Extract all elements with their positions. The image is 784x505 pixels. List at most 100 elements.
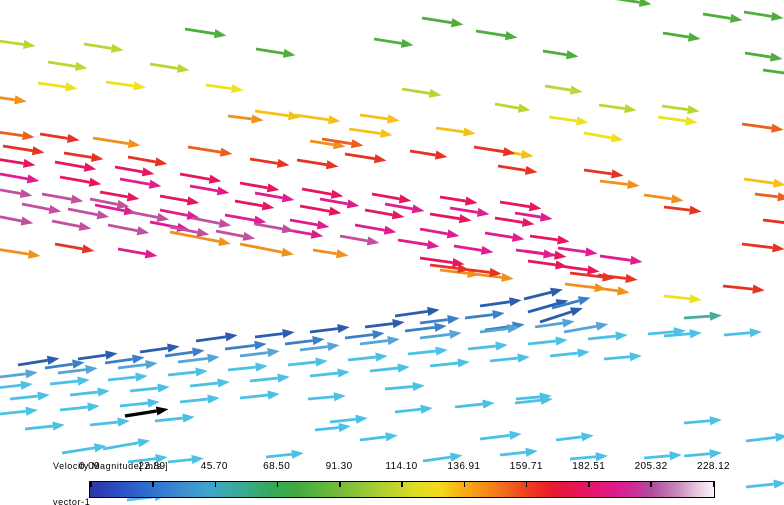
colorbar-tick-mark [339,482,341,487]
velocity-arrow [702,12,743,23]
velocity-arrow [47,60,88,71]
velocity-arrow [184,27,227,39]
velocity-arrow [239,348,280,358]
legend: Velocity Magnitude[ m/s ] vector-1 [53,436,168,505]
velocity-arrow [348,127,393,139]
colorbar-tick-mark [525,482,528,487]
velocity-arrow [63,151,104,162]
velocity-arrow [467,341,508,351]
velocity-arrow [354,223,397,235]
velocity-arrow [741,242,784,253]
velocity-arrow [523,287,563,301]
velocity-arrow [563,321,609,334]
velocity-arrow [419,315,460,325]
colorbar-tick-mark [650,482,652,487]
velocity-arrow [301,187,344,199]
velocity-arrow [92,136,141,149]
velocity-arrow [249,157,290,168]
velocity-arrow [321,137,364,149]
velocity-arrow [409,149,448,160]
velocity-arrow [129,210,170,222]
velocity-arrow [555,432,594,442]
velocity-arrow [663,329,702,339]
colorbar-tick-label: 228.12 [697,461,730,472]
velocity-arrow [59,402,100,412]
velocity-arrow [102,438,151,451]
velocity-arrow [514,211,553,222]
velocity-arrow [177,353,220,364]
velocity-arrow [195,332,238,343]
colorbar-tick-mark [712,482,714,487]
velocity-arrow [422,452,463,463]
velocity-arrow [683,449,722,459]
legend-series-name: vector-1 [53,497,91,505]
velocity-arrow [741,122,784,133]
velocity-arrow [745,479,784,489]
velocity-arrow [49,376,90,386]
colorbar-tick-mark [463,482,465,487]
velocity-arrow [227,362,268,372]
velocity-arrow [723,328,762,338]
velocity-arrow [663,294,702,304]
velocity-arrow [394,404,433,414]
colorbar-tick-label: 45.70 [200,461,228,472]
velocity-arrow [296,158,339,170]
velocity-arrow [663,205,702,215]
velocity-arrow [83,42,124,53]
velocity-arrow [0,369,38,379]
velocity-arrow [249,373,290,383]
velocity-arrow [539,307,583,324]
velocity-arrow [743,10,784,21]
velocity-arrow [0,215,34,226]
velocity-arrow [77,350,118,361]
velocity-arrow [57,365,98,375]
velocity-arrow [164,347,205,358]
velocity-arrow [0,380,33,390]
velocity-arrow [169,225,210,237]
velocity-arrow [117,247,158,259]
velocity-arrow [359,432,398,442]
velocity-arrow [344,330,385,340]
velocity-arrow [117,360,158,370]
velocity-arrow [394,306,440,318]
velocity-arrow [559,264,600,275]
velocity-arrow [205,83,244,94]
colorbar-tick-mark [276,482,279,487]
velocity-arrow [0,406,38,416]
colorbar [89,481,715,498]
reference-arrow [124,406,169,418]
velocity-arrow [435,126,476,137]
velocity-arrow [39,132,80,143]
velocity-arrow [239,390,280,400]
velocity-arrow [529,234,570,245]
velocity-arrow [2,144,45,156]
velocity-arrow [159,194,200,206]
velocity-arrow [549,348,590,358]
velocity-arrow [139,343,180,354]
velocity-arrow [154,413,195,423]
velocity-arrow [515,248,556,259]
velocity-arrow [494,102,531,113]
velocity-arrow [364,319,405,329]
colorbar-tick-label: 0.09 [78,461,101,472]
velocity-arrow [319,197,360,209]
velocity-arrow [289,218,330,230]
velocity-arrow [384,202,425,214]
velocity-arrow [489,353,530,363]
velocity-arrow [421,16,464,28]
velocity-arrow [17,355,60,367]
velocity-arrow [312,248,349,259]
velocity-arrow [475,29,518,41]
velocity-arrow [527,336,568,346]
velocity-arrow [69,387,110,397]
velocity-arrow [371,192,412,204]
velocity-arrow [254,329,295,339]
velocity-arrow [557,246,598,257]
velocity-arrow [309,368,350,378]
velocity-arrow [189,184,230,196]
velocity-arrow [657,115,698,126]
velocity-arrow [167,454,204,465]
velocity-arrow [329,414,368,424]
velocity-arrow [129,383,170,393]
